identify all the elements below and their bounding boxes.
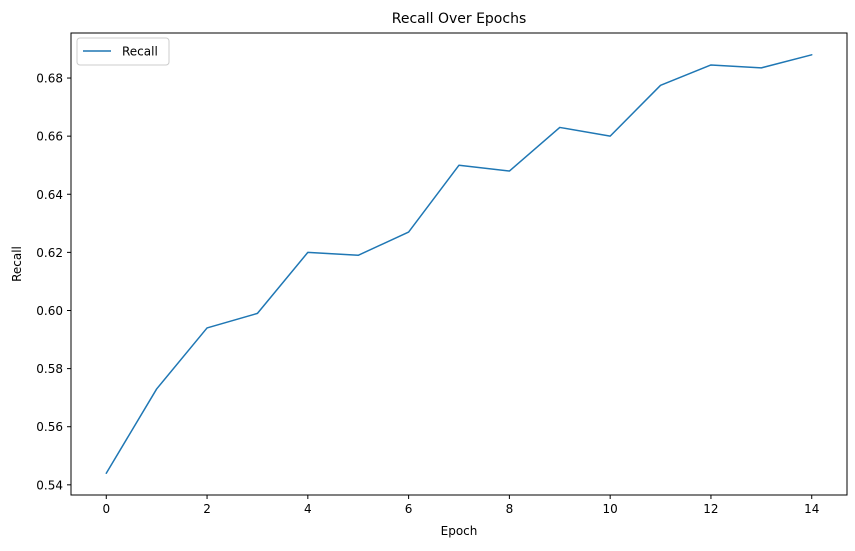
- x-tick-label: 0: [102, 502, 110, 516]
- y-tick-label: 0.66: [36, 130, 63, 144]
- series-layer: [105, 54, 813, 474]
- chart-title: Recall Over Epochs: [392, 11, 527, 27]
- x-tick-label: 14: [804, 502, 819, 516]
- y-tick-label: 0.68: [36, 72, 63, 86]
- y-tick-label: 0.62: [36, 246, 63, 260]
- series-line-recall: [105, 54, 813, 474]
- x-tick-label: 12: [703, 502, 718, 516]
- y-tick-label: 0.56: [36, 420, 63, 434]
- y-tick-label: 0.64: [36, 188, 63, 202]
- y-tick-label: 0.60: [36, 304, 63, 318]
- y-tick-label: 0.54: [36, 478, 63, 492]
- legend-box: [76, 37, 170, 66]
- y-axis-ticks: 0.54 0.56 0.58 0.60 0.62 0.64 0.66 0.68: [36, 72, 71, 492]
- y-axis-label: Recall: [10, 246, 24, 282]
- legend-label: Recall: [122, 45, 158, 59]
- x-tick-label: 8: [506, 502, 514, 516]
- legend: Recall: [76, 37, 170, 66]
- x-tick-label: 10: [603, 502, 618, 516]
- x-tick-label: 6: [405, 502, 413, 516]
- plot-frame: [70, 32, 848, 496]
- y-tick-label: 0.58: [36, 362, 63, 376]
- x-axis-ticks: 0 2 4 6 8 10 12 14: [102, 495, 819, 516]
- plot-area: [71, 33, 847, 495]
- x-axis-label: Epoch: [441, 524, 478, 538]
- x-tick-label: 2: [203, 502, 211, 516]
- x-tick-label: 4: [304, 502, 312, 516]
